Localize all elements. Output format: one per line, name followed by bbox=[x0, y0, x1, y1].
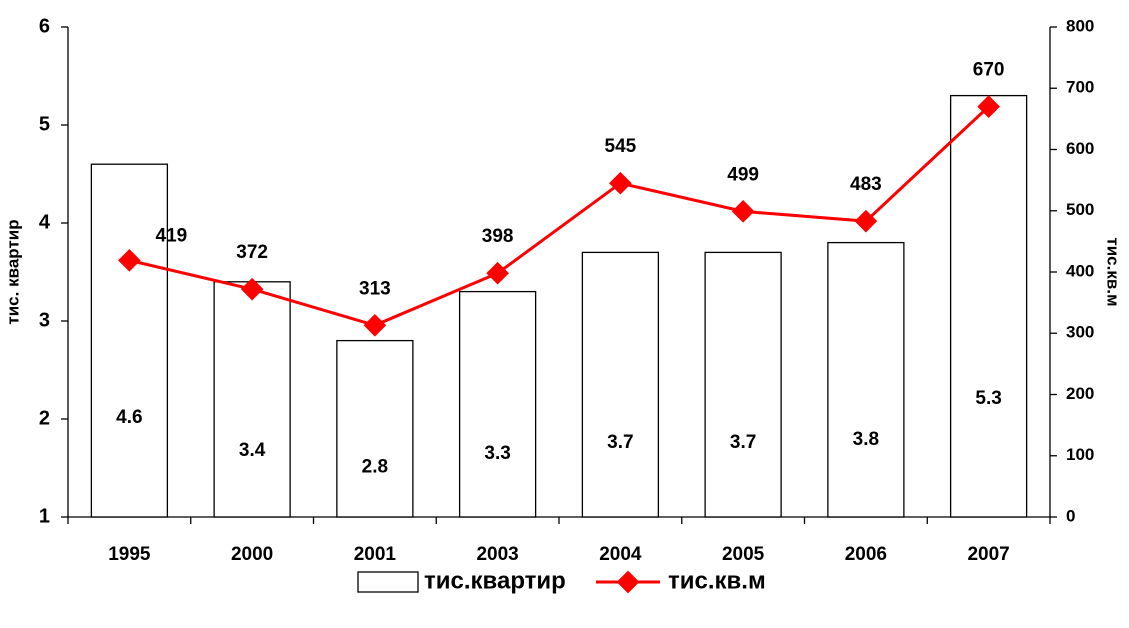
bar-value-label: 4.6 bbox=[116, 407, 142, 428]
bar-value-label: 5.3 bbox=[975, 388, 1001, 409]
line-value-label: 419 bbox=[156, 225, 188, 246]
bar bbox=[581, 251, 660, 518]
bar-value-label: 3.3 bbox=[484, 443, 510, 464]
line-marker bbox=[609, 171, 632, 195]
x-tick-label: 1995 bbox=[108, 544, 151, 565]
y2-tick-label: 500 bbox=[1066, 200, 1094, 219]
y2-tick-label: 600 bbox=[1066, 139, 1094, 158]
bar-value-label: 3.7 bbox=[607, 432, 633, 453]
x-tick-label: 2000 bbox=[231, 544, 273, 565]
x-tick-label: 2001 bbox=[354, 544, 397, 565]
bar bbox=[949, 94, 1028, 518]
y2-tick-label: 300 bbox=[1066, 323, 1094, 342]
y2-tick-label: 200 bbox=[1066, 384, 1094, 403]
bar bbox=[704, 251, 782, 518]
y-tick-label: 6 bbox=[39, 15, 50, 37]
bar bbox=[213, 281, 291, 518]
y2-tick-label: 700 bbox=[1066, 78, 1094, 97]
x-tick-label: 2007 bbox=[967, 544, 1009, 565]
line-marker bbox=[486, 261, 509, 285]
line-marker bbox=[977, 95, 1000, 118]
bar-value-label: 2.8 bbox=[362, 457, 388, 478]
y-tick-label: 2 bbox=[39, 407, 50, 429]
line-value-label: 545 bbox=[605, 136, 637, 157]
line-value-label: 372 bbox=[236, 242, 268, 263]
x-tick-label: 2006 bbox=[845, 544, 887, 565]
y2-tick-label: 100 bbox=[1066, 445, 1094, 464]
legend-label: тис.кв.м bbox=[668, 567, 766, 594]
line-value-label: 483 bbox=[850, 174, 882, 195]
line-value-label: 313 bbox=[359, 278, 391, 299]
y-tick-label: 5 bbox=[39, 113, 50, 135]
line bbox=[129, 105, 990, 327]
x-tick-label: 2004 bbox=[599, 544, 642, 565]
y2-tick-label: 800 bbox=[1066, 16, 1094, 35]
y-tick-label: 1 bbox=[39, 505, 50, 527]
legend-marker bbox=[616, 570, 640, 594]
y-tick-label: 4 bbox=[39, 211, 51, 233]
y2-axis-label: тис.кв.м bbox=[1104, 237, 1123, 306]
y-axis-label: тис. квартир bbox=[3, 219, 22, 324]
bar-value-label: 3.7 bbox=[730, 432, 756, 453]
bar bbox=[827, 241, 905, 518]
line-marker bbox=[731, 200, 755, 223]
bar bbox=[90, 163, 169, 518]
line-value-label: 670 bbox=[973, 60, 1005, 81]
line-marker bbox=[363, 313, 387, 337]
x-tick-label: 2003 bbox=[476, 544, 518, 565]
legend-label: тис.квартир bbox=[424, 567, 566, 594]
y-tick-label: 3 bbox=[39, 309, 50, 331]
bar-value-label: 3.4 bbox=[239, 440, 266, 461]
line-marker bbox=[118, 249, 141, 272]
bar bbox=[458, 290, 537, 518]
bar bbox=[336, 339, 414, 518]
bar-value-label: 3.8 bbox=[853, 429, 879, 450]
y2-tick-label: 400 bbox=[1066, 261, 1094, 280]
legend-swatch bbox=[357, 571, 419, 593]
line-value-label: 499 bbox=[727, 164, 759, 185]
line-value-label: 398 bbox=[482, 226, 514, 247]
x-tick-label: 2005 bbox=[722, 544, 765, 565]
y2-tick-label: 0 bbox=[1066, 506, 1075, 525]
